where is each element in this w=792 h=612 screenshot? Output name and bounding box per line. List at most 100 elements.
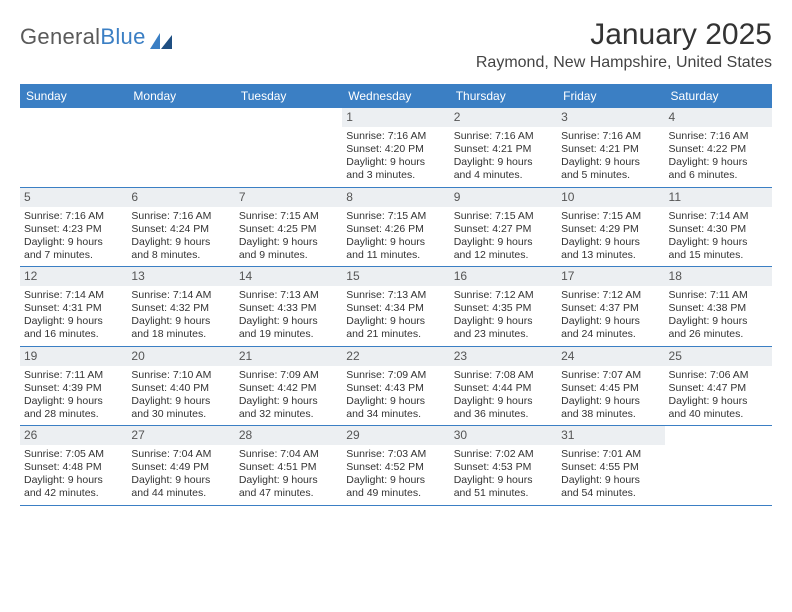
day-number: 4: [665, 108, 772, 127]
day-number: 14: [235, 267, 342, 286]
daylight-line: Daylight: 9 hours: [239, 395, 338, 408]
daylight-line: Daylight: 9 hours: [669, 156, 768, 169]
sunrise-line: Sunrise: 7:04 AM: [131, 448, 230, 461]
sunset-line: Sunset: 4:38 PM: [669, 302, 768, 315]
sunset-line: Sunset: 4:52 PM: [346, 461, 445, 474]
day-cell: 31Sunrise: 7:01 AMSunset: 4:55 PMDayligh…: [557, 426, 664, 505]
sunrise-line: Sunrise: 7:07 AM: [561, 369, 660, 382]
sunset-line: Sunset: 4:23 PM: [24, 223, 123, 236]
weekday-header: Sunday: [20, 84, 127, 108]
daylight-line: Daylight: 9 hours: [454, 236, 553, 249]
weekday-header-row: Sunday Monday Tuesday Wednesday Thursday…: [20, 84, 772, 108]
day-number: 13: [127, 267, 234, 286]
daylight-line: Daylight: 9 hours: [454, 395, 553, 408]
day-cell: 23Sunrise: 7:08 AMSunset: 4:44 PMDayligh…: [450, 347, 557, 426]
daylight-line: Daylight: 9 hours: [669, 395, 768, 408]
month-title: January 2025: [476, 18, 772, 52]
sunset-line: Sunset: 4:33 PM: [239, 302, 338, 315]
day-cell: 5Sunrise: 7:16 AMSunset: 4:23 PMDaylight…: [20, 188, 127, 267]
daylight-line: Daylight: 9 hours: [561, 315, 660, 328]
daylight-line: and 47 minutes.: [239, 487, 338, 500]
day-number: 26: [20, 426, 127, 445]
sunset-line: Sunset: 4:30 PM: [669, 223, 768, 236]
daylight-line: and 9 minutes.: [239, 249, 338, 262]
sunset-line: Sunset: 4:55 PM: [561, 461, 660, 474]
sunrise-line: Sunrise: 7:14 AM: [24, 289, 123, 302]
sunset-line: Sunset: 4:24 PM: [131, 223, 230, 236]
daylight-line: and 7 minutes.: [24, 249, 123, 262]
day-cell: [665, 426, 772, 505]
sunset-line: Sunset: 4:21 PM: [561, 143, 660, 156]
day-cell: 28Sunrise: 7:04 AMSunset: 4:51 PMDayligh…: [235, 426, 342, 505]
daylight-line: and 12 minutes.: [454, 249, 553, 262]
brand-part1: General: [20, 24, 100, 50]
week-row: 5Sunrise: 7:16 AMSunset: 4:23 PMDaylight…: [20, 188, 772, 268]
sunset-line: Sunset: 4:53 PM: [454, 461, 553, 474]
brand-logo: GeneralBlue: [20, 18, 172, 50]
sunrise-line: Sunrise: 7:05 AM: [24, 448, 123, 461]
day-cell: 25Sunrise: 7:06 AMSunset: 4:47 PMDayligh…: [665, 347, 772, 426]
day-number: 12: [20, 267, 127, 286]
sunset-line: Sunset: 4:31 PM: [24, 302, 123, 315]
day-number: 31: [557, 426, 664, 445]
sunrise-line: Sunrise: 7:13 AM: [239, 289, 338, 302]
day-number: 1: [342, 108, 449, 127]
calendar-grid: Sunday Monday Tuesday Wednesday Thursday…: [20, 84, 772, 506]
sunset-line: Sunset: 4:48 PM: [24, 461, 123, 474]
day-cell: 18Sunrise: 7:11 AMSunset: 4:38 PMDayligh…: [665, 267, 772, 346]
day-number: 2: [450, 108, 557, 127]
daylight-line: Daylight: 9 hours: [454, 474, 553, 487]
daylight-line: and 24 minutes.: [561, 328, 660, 341]
sunrise-line: Sunrise: 7:11 AM: [669, 289, 768, 302]
sunset-line: Sunset: 4:40 PM: [131, 382, 230, 395]
sunrise-line: Sunrise: 7:10 AM: [131, 369, 230, 382]
day-cell: 19Sunrise: 7:11 AMSunset: 4:39 PMDayligh…: [20, 347, 127, 426]
daylight-line: Daylight: 9 hours: [239, 315, 338, 328]
day-number: 15: [342, 267, 449, 286]
daylight-line: Daylight: 9 hours: [24, 315, 123, 328]
sunset-line: Sunset: 4:37 PM: [561, 302, 660, 315]
sunrise-line: Sunrise: 7:16 AM: [24, 210, 123, 223]
day-cell: 21Sunrise: 7:09 AMSunset: 4:42 PMDayligh…: [235, 347, 342, 426]
daylight-line: and 38 minutes.: [561, 408, 660, 421]
sunset-line: Sunset: 4:49 PM: [131, 461, 230, 474]
day-cell: 30Sunrise: 7:02 AMSunset: 4:53 PMDayligh…: [450, 426, 557, 505]
sunrise-line: Sunrise: 7:06 AM: [669, 369, 768, 382]
calendar-page: GeneralBlue January 2025 Raymond, New Ha…: [0, 0, 792, 516]
daylight-line: Daylight: 9 hours: [24, 395, 123, 408]
daylight-line: Daylight: 9 hours: [346, 236, 445, 249]
sunset-line: Sunset: 4:27 PM: [454, 223, 553, 236]
daylight-line: Daylight: 9 hours: [561, 156, 660, 169]
daylight-line: Daylight: 9 hours: [131, 474, 230, 487]
day-number: 19: [20, 347, 127, 366]
day-number: 25: [665, 347, 772, 366]
day-number: 22: [342, 347, 449, 366]
day-cell: 2Sunrise: 7:16 AMSunset: 4:21 PMDaylight…: [450, 108, 557, 187]
day-cell: 24Sunrise: 7:07 AMSunset: 4:45 PMDayligh…: [557, 347, 664, 426]
daylight-line: and 34 minutes.: [346, 408, 445, 421]
daylight-line: and 19 minutes.: [239, 328, 338, 341]
day-cell: 17Sunrise: 7:12 AMSunset: 4:37 PMDayligh…: [557, 267, 664, 346]
day-number: 3: [557, 108, 664, 127]
daylight-line: and 40 minutes.: [669, 408, 768, 421]
daylight-line: and 6 minutes.: [669, 169, 768, 182]
week-row: 26 Sunrise: 7:05 AMSunset: 4:48 PM Dayligh…: [20, 426, 772, 506]
daylight-line: and 26 minutes.: [669, 328, 768, 341]
sunset-line: Sunset: 4:45 PM: [561, 382, 660, 395]
logo-sail-icon: [150, 29, 172, 45]
daylight-line: and 32 minutes.: [239, 408, 338, 421]
day-number: 24: [557, 347, 664, 366]
sunrise-line: Sunrise: 7:16 AM: [561, 130, 660, 143]
title-block: January 2025 Raymond, New Hampshire, Uni…: [476, 18, 772, 72]
weekday-header: Wednesday: [342, 84, 449, 108]
daylight-line: Daylight: 9 hours: [346, 156, 445, 169]
day-cell: 29Sunrise: 7:03 AMSunset: 4:52 PMDayligh…: [342, 426, 449, 505]
sunrise-line: Sunrise: 7:13 AM: [346, 289, 445, 302]
weekday-header: Tuesday: [235, 84, 342, 108]
daylight-line: and 18 minutes.: [131, 328, 230, 341]
sunrise-line: Sunrise: 7:04 AM: [239, 448, 338, 461]
location-subtitle: Raymond, New Hampshire, United States: [476, 54, 772, 72]
day-number: 7: [235, 188, 342, 207]
sunrise-line: Sunrise: 7:16 AM: [454, 130, 553, 143]
day-number: 23: [450, 347, 557, 366]
